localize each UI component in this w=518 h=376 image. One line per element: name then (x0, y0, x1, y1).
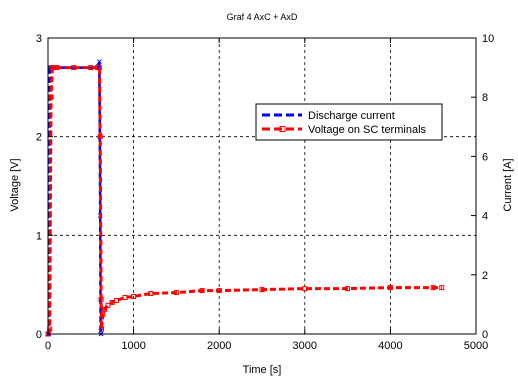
y-tick-label-right: 2 (482, 270, 488, 282)
data-point (199, 288, 205, 294)
data-point (101, 306, 107, 312)
legend-label: Voltage on SC terminals (308, 124, 427, 136)
data-point (88, 65, 94, 71)
y-tick-label-right: 8 (482, 92, 488, 104)
data-point (216, 288, 222, 294)
y-axis-right: 0 2 4 6 8 10 (471, 33, 494, 341)
plot-frame (47, 37, 477, 335)
y-tick-label-right: 4 (482, 211, 488, 223)
x-axis: 0 1000 2000 3000 4000 5000 (45, 38, 488, 352)
series-line (46, 66, 442, 335)
y-tick-label-left: 3 (36, 33, 42, 45)
x-tick-label: 5000 (464, 340, 488, 352)
data-point (54, 65, 60, 71)
data-point (100, 311, 106, 317)
data-point (439, 285, 445, 291)
y-tick-label-left: 1 (36, 230, 42, 242)
data-point (97, 134, 103, 140)
chart-title: Graf 4 AxC + AxD (227, 12, 298, 22)
x-axis-label: Time [s] (243, 364, 282, 376)
x-tick-label: 2000 (207, 340, 231, 352)
data-point (148, 291, 154, 297)
data-point (345, 286, 351, 292)
y-axis-label-left: Voltage [V] (9, 158, 21, 211)
data-point (97, 59, 102, 65)
data-point (99, 326, 104, 332)
y-tick-label-left: 0 (36, 329, 42, 341)
data-point (430, 285, 436, 291)
legend-box (255, 103, 443, 141)
x-tick-label: 3000 (293, 340, 317, 352)
y-axis-left: 0 1 2 3 (36, 33, 53, 341)
legend: Discharge current Voltage on SC terminals (255, 103, 443, 141)
data-point (96, 65, 102, 71)
data-point (122, 294, 128, 300)
series-1 (45, 65, 445, 337)
series-layer (45, 59, 445, 337)
x-tick-label: 0 (45, 340, 51, 352)
y-axis-label-right: Current [A] (502, 158, 514, 211)
data-point (98, 296, 104, 302)
data-point (71, 65, 77, 71)
data-point (48, 94, 54, 100)
data-point (387, 285, 393, 291)
x-tick-label: 1000 (121, 340, 145, 352)
legend-marker (279, 126, 286, 132)
y-tick-label-left: 2 (36, 132, 42, 144)
x-tick-label: 4000 (378, 340, 402, 352)
data-point (302, 286, 308, 292)
data-point (113, 297, 119, 303)
data-point (173, 290, 179, 296)
y-tick-label-right: 0 (482, 329, 488, 341)
y-tick-label-right: 10 (482, 33, 494, 45)
data-point (131, 294, 137, 300)
legend-label: Discharge current (308, 110, 395, 122)
data-point (105, 302, 111, 308)
y-tick-label-right: 6 (482, 151, 488, 163)
data-point (259, 287, 265, 293)
